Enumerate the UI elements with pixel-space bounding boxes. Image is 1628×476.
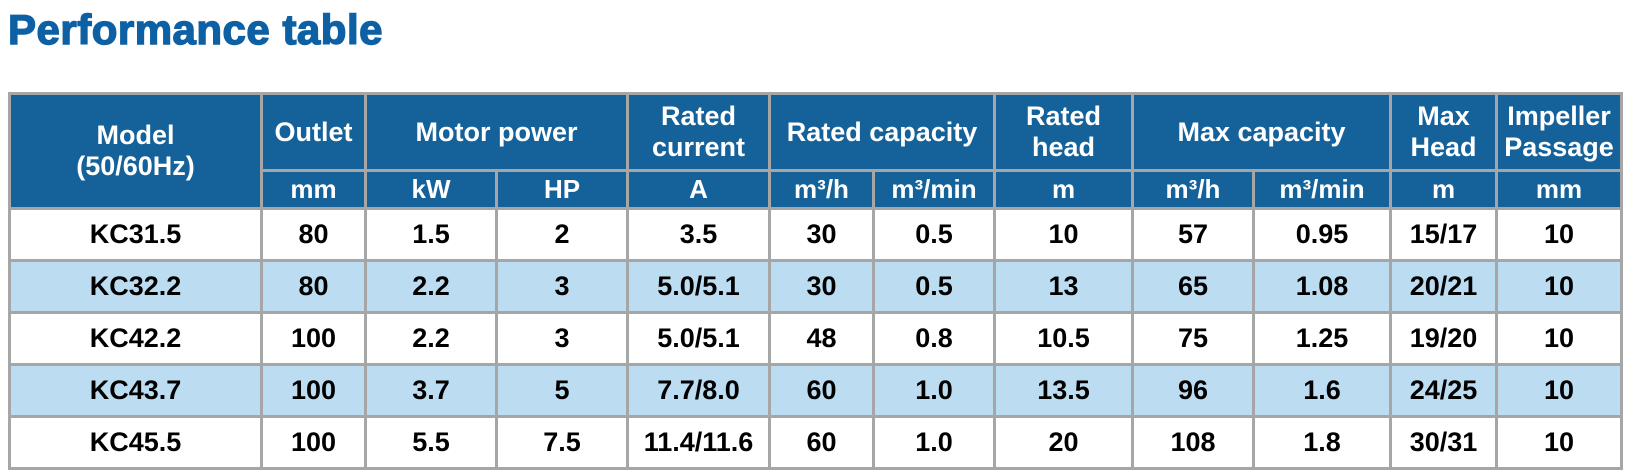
table-cell: 1.0 xyxy=(872,363,996,419)
table-row: KC42.2 100 2.2 3 5.0/5.1 48 0.8 10.5 75 … xyxy=(8,311,1623,367)
header-rated-head: Rated head xyxy=(993,92,1134,173)
header-model: Model (50/60Hz) xyxy=(8,92,263,211)
table-cell: 13 xyxy=(993,259,1134,315)
table-cell: 48 xyxy=(768,311,875,367)
table-cell: 96 xyxy=(1131,363,1255,419)
table-cell: 20 xyxy=(993,415,1134,471)
unit-rated-m3min: m³/min xyxy=(872,169,996,211)
table-cell: 7.5 xyxy=(495,415,629,471)
cell-model: KC31.5 xyxy=(8,207,263,263)
unit-impeller-mm: mm xyxy=(1495,169,1623,211)
table-cell: 100 xyxy=(260,311,367,367)
table-cell: 60 xyxy=(768,363,875,419)
unit-outlet-mm: mm xyxy=(260,169,367,211)
table-cell: 2.2 xyxy=(364,311,498,367)
table-row: KC45.5 100 5.5 7.5 11.4/11.6 60 1.0 20 1… xyxy=(8,415,1623,471)
table-row: KC31.5 80 1.5 2 3.5 30 0.5 10 57 0.95 15… xyxy=(8,207,1623,263)
table-cell: 2.2 xyxy=(364,259,498,315)
table-cell: 30 xyxy=(768,207,875,263)
table-cell: 100 xyxy=(260,363,367,419)
table-cell: 7.7/8.0 xyxy=(626,363,771,419)
table-cell: 10 xyxy=(993,207,1134,263)
table-cell: 3.5 xyxy=(626,207,771,263)
table-cell: 30 xyxy=(768,259,875,315)
table-cell: 5 xyxy=(495,363,629,419)
cell-model: KC42.2 xyxy=(8,311,263,367)
table-cell: 30/31 xyxy=(1389,415,1498,471)
cell-model: KC43.7 xyxy=(8,363,263,419)
header-model-line2: (50/60Hz) xyxy=(76,151,195,182)
table-cell: 2 xyxy=(495,207,629,263)
cell-model: KC45.5 xyxy=(8,415,263,471)
table-row: KC32.2 80 2.2 3 5.0/5.1 30 0.5 13 65 1.0… xyxy=(8,259,1623,315)
cell-model: KC32.2 xyxy=(8,259,263,315)
unit-kw: kW xyxy=(364,169,498,211)
table-cell: 3.7 xyxy=(364,363,498,419)
table-cell: 0.5 xyxy=(872,259,996,315)
performance-table: Model (50/60Hz) Outlet Motor power Rated… xyxy=(8,92,1623,471)
header-model-line1: Model xyxy=(96,120,175,151)
table-cell: 108 xyxy=(1131,415,1255,471)
header-impeller-passage: Impeller Passage xyxy=(1495,92,1623,173)
header-group-row: Model (50/60Hz) Outlet Motor power Rated… xyxy=(8,92,1623,211)
header-rated-current: Rated current xyxy=(626,92,771,173)
unit-rated-head-m: m xyxy=(993,169,1134,211)
table-cell: 10.5 xyxy=(993,311,1134,367)
header-max-head: Max Head xyxy=(1389,92,1498,173)
table-cell: 11.4/11.6 xyxy=(626,415,771,471)
table-cell: 60 xyxy=(768,415,875,471)
table-cell: 75 xyxy=(1131,311,1255,367)
unit-hp: HP xyxy=(495,169,629,211)
table-cell: 13.5 xyxy=(993,363,1134,419)
table-cell: 1.5 xyxy=(364,207,498,263)
table-cell: 3 xyxy=(495,311,629,367)
page-title: Performance table xyxy=(7,6,383,53)
table-cell: 10 xyxy=(1495,259,1623,315)
table-cell: 1.25 xyxy=(1252,311,1392,367)
unit-rated-m3h: m³/h xyxy=(768,169,875,211)
unit-max-head-m: m xyxy=(1389,169,1498,211)
table-cell: 57 xyxy=(1131,207,1255,263)
header-unit-row: mm kW HP A m³/h m³/min m m³/h m³/min m m… xyxy=(10,169,1623,211)
header-rated-capacity: Rated capacity xyxy=(768,92,996,173)
table-cell: 10 xyxy=(1495,311,1623,367)
table-cell: 10 xyxy=(1495,363,1623,419)
table-cell: 1.8 xyxy=(1252,415,1392,471)
table-cell: 19/20 xyxy=(1389,311,1498,367)
table-cell: 80 xyxy=(260,207,367,263)
unit-max-m3min: m³/min xyxy=(1252,169,1392,211)
unit-amp: A xyxy=(626,169,771,211)
table-cell: 100 xyxy=(260,415,367,471)
table-cell: 10 xyxy=(1495,415,1623,471)
table-cell: 1.6 xyxy=(1252,363,1392,419)
table-cell: 24/25 xyxy=(1389,363,1498,419)
table-cell: 5.0/5.1 xyxy=(626,259,771,315)
table-row: KC43.7 100 3.7 5 7.7/8.0 60 1.0 13.5 96 … xyxy=(8,363,1623,419)
table-cell: 15/17 xyxy=(1389,207,1498,263)
table-cell: 65 xyxy=(1131,259,1255,315)
unit-max-m3h: m³/h xyxy=(1131,169,1255,211)
header-max-capacity: Max capacity xyxy=(1131,92,1392,173)
table-cell: 10 xyxy=(1495,207,1623,263)
table-cell: 0.8 xyxy=(872,311,996,367)
table-cell: 1.08 xyxy=(1252,259,1392,315)
header-motor-power: Motor power xyxy=(364,92,629,173)
table-cell: 0.95 xyxy=(1252,207,1392,263)
header-outlet: Outlet xyxy=(260,92,367,173)
table-cell: 5.5 xyxy=(364,415,498,471)
table-cell: 3 xyxy=(495,259,629,315)
table-cell: 5.0/5.1 xyxy=(626,311,771,367)
table-cell: 0.5 xyxy=(872,207,996,263)
table-cell: 80 xyxy=(260,259,367,315)
table-cell: 1.0 xyxy=(872,415,996,471)
table-cell: 20/21 xyxy=(1389,259,1498,315)
